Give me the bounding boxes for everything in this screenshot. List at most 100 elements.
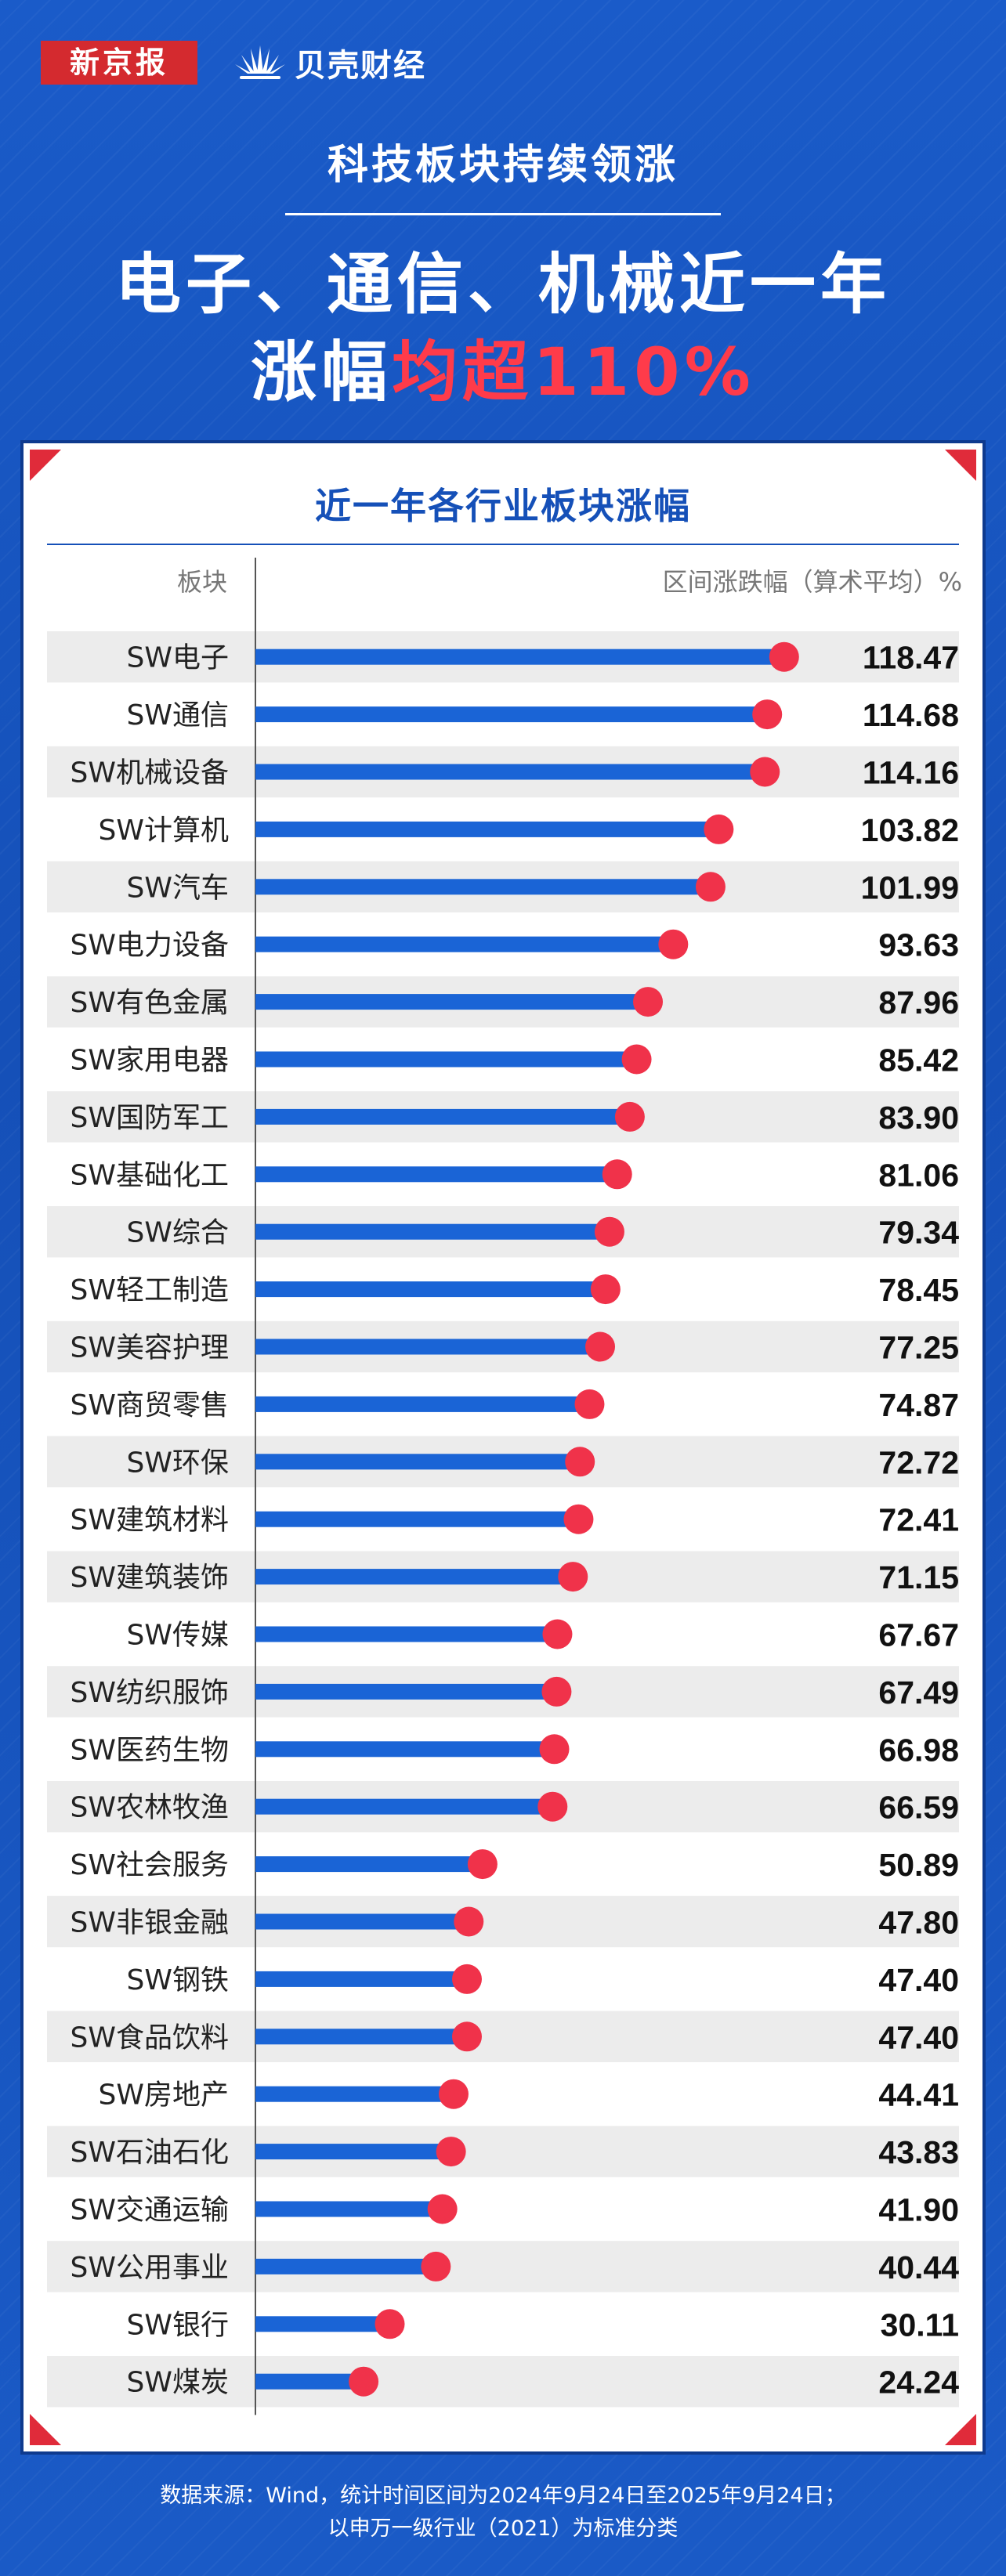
bar-end-dot	[541, 1676, 572, 1707]
category-label: SW汽车	[127, 872, 229, 904]
category-label: SW商贸零售	[71, 1389, 229, 1422]
bar-end-dot	[436, 2137, 466, 2167]
bar	[255, 764, 765, 780]
corner-marker	[945, 2414, 976, 2445]
category-label: SW农林牧渔	[71, 1792, 229, 1824]
value-label: 50.89	[878, 1847, 959, 1883]
shell-icon	[235, 45, 285, 79]
bar	[255, 1108, 630, 1125]
value-label: 114.16	[863, 755, 959, 791]
bar-end-dot	[539, 1734, 570, 1765]
beike-logo-text: 贝壳财经	[295, 48, 426, 84]
value-label: 44.41	[878, 2077, 959, 2113]
footer-source: 数据来源：Wind，统计时间区间为2024年9月24日至2025年9月24日；	[160, 2484, 846, 2508]
value-header: 区间涨跌幅（算术平均）%	[662, 567, 962, 597]
bar-end-dot	[658, 929, 689, 959]
category-label: SW家用电器	[71, 1045, 229, 1077]
bar	[255, 2316, 390, 2332]
value-label: 85.42	[878, 1042, 959, 1078]
bar-end-dot	[590, 1274, 621, 1305]
corner-marker	[30, 2414, 61, 2445]
bar-end-dot	[614, 1101, 645, 1132]
bar-end-dot	[563, 1504, 594, 1534]
category-label: SW机械设备	[71, 757, 229, 789]
row-stripe	[47, 2011, 959, 2062]
row-stripe	[47, 1895, 959, 1948]
category-label: SW环保	[127, 1447, 229, 1479]
main-title-line1: 电子、通信、机械近一年	[114, 246, 891, 323]
category-label: SW有色金属	[71, 987, 229, 1019]
bar	[255, 1223, 610, 1240]
bar	[255, 1051, 637, 1068]
bar-end-dot	[704, 814, 734, 844]
bar-end-dot	[537, 1791, 568, 1822]
category-label: SW传媒	[127, 1620, 229, 1652]
value-label: 87.96	[878, 985, 959, 1021]
main-title-line2: 涨幅均超110%	[0, 320, 1006, 414]
bar	[255, 2144, 451, 2160]
row-stripe	[47, 2356, 959, 2408]
value-label: 118.47	[863, 640, 959, 676]
bar-end-dot	[695, 872, 726, 902]
main-title-line2-white: 涨幅	[251, 334, 393, 410]
value-label: 47.40	[878, 2019, 959, 2055]
bar	[255, 2201, 443, 2217]
category-label: SW纺织服饰	[71, 1677, 229, 1709]
value-label: 83.90	[878, 1100, 959, 1136]
value-label: 77.25	[878, 1330, 959, 1366]
bar	[255, 936, 674, 952]
bar	[255, 2258, 436, 2274]
bar	[255, 649, 784, 665]
chart-card: 近一年各行业板块涨幅 板块 区间涨跌幅（算术平均）% SW电子 118.47 SW通…	[20, 440, 986, 2455]
subtitle-underline	[285, 213, 721, 215]
value-label: 71.15	[878, 1559, 959, 1595]
bar	[255, 1683, 557, 1700]
bar	[255, 1971, 467, 1987]
value-label: 43.83	[878, 2134, 959, 2170]
main-title-line2-highlight: 均超110%	[392, 334, 755, 410]
bar	[255, 1166, 617, 1183]
bar-end-dot	[375, 2309, 405, 2339]
category-label: SW交通运输	[71, 2195, 229, 2227]
bar	[255, 1626, 558, 1642]
value-label: 103.82	[861, 812, 959, 848]
bar	[255, 1569, 574, 1585]
bar-end-dot	[454, 1906, 484, 1937]
bar-end-dot	[574, 1389, 605, 1419]
bar-end-dot	[594, 1216, 624, 1247]
bar-end-dot	[349, 2366, 379, 2397]
footer: 数据来源：Wind，统计时间区间为2024年9月24日至2025年9月24日； …	[0, 2480, 1006, 2545]
value-label: 40.44	[878, 2249, 959, 2285]
corner-marker	[945, 450, 976, 481]
value-label: 47.80	[878, 1905, 959, 1941]
bar-end-dot	[542, 1619, 573, 1649]
category-label: SW银行	[127, 2309, 229, 2341]
category-label: SW计算机	[99, 815, 229, 847]
category-label: SW食品饮料	[71, 2021, 229, 2054]
value-label: 72.41	[878, 1502, 959, 1538]
bar-end-dot	[633, 987, 664, 1017]
header: 新京报 贝壳财经 科技板块持续领涨 电子、通信、机械近一年 涨幅均超110%	[0, 0, 1006, 439]
footer-note: 以申万一级行业（2021）为标准分类	[327, 2516, 679, 2541]
category-label: SW建筑材料	[71, 1505, 229, 1537]
category-label: SW煤炭	[127, 2367, 229, 2399]
bar-end-dot	[451, 2021, 482, 2052]
bar-end-dot	[602, 1159, 632, 1190]
bar-end-dot	[427, 2194, 458, 2224]
bar-end-dot	[451, 1964, 482, 1994]
bar	[255, 2086, 454, 2102]
row-stripe	[47, 2126, 959, 2177]
value-label: 66.98	[878, 1732, 959, 1768]
bar	[255, 1281, 606, 1298]
category-label: SW非银金融	[71, 1907, 229, 1939]
xinjingbao-logo: 新京报	[41, 41, 197, 85]
bar	[255, 879, 711, 895]
bar	[255, 1741, 555, 1758]
bar	[255, 2029, 467, 2045]
value-label: 66.59	[878, 1790, 959, 1826]
category-header: 板块	[176, 567, 227, 597]
value-label: 30.11	[881, 2307, 959, 2343]
value-label: 93.63	[878, 927, 959, 963]
category-label: SW综合	[127, 1217, 229, 1249]
category-label: SW电力设备	[71, 930, 229, 962]
